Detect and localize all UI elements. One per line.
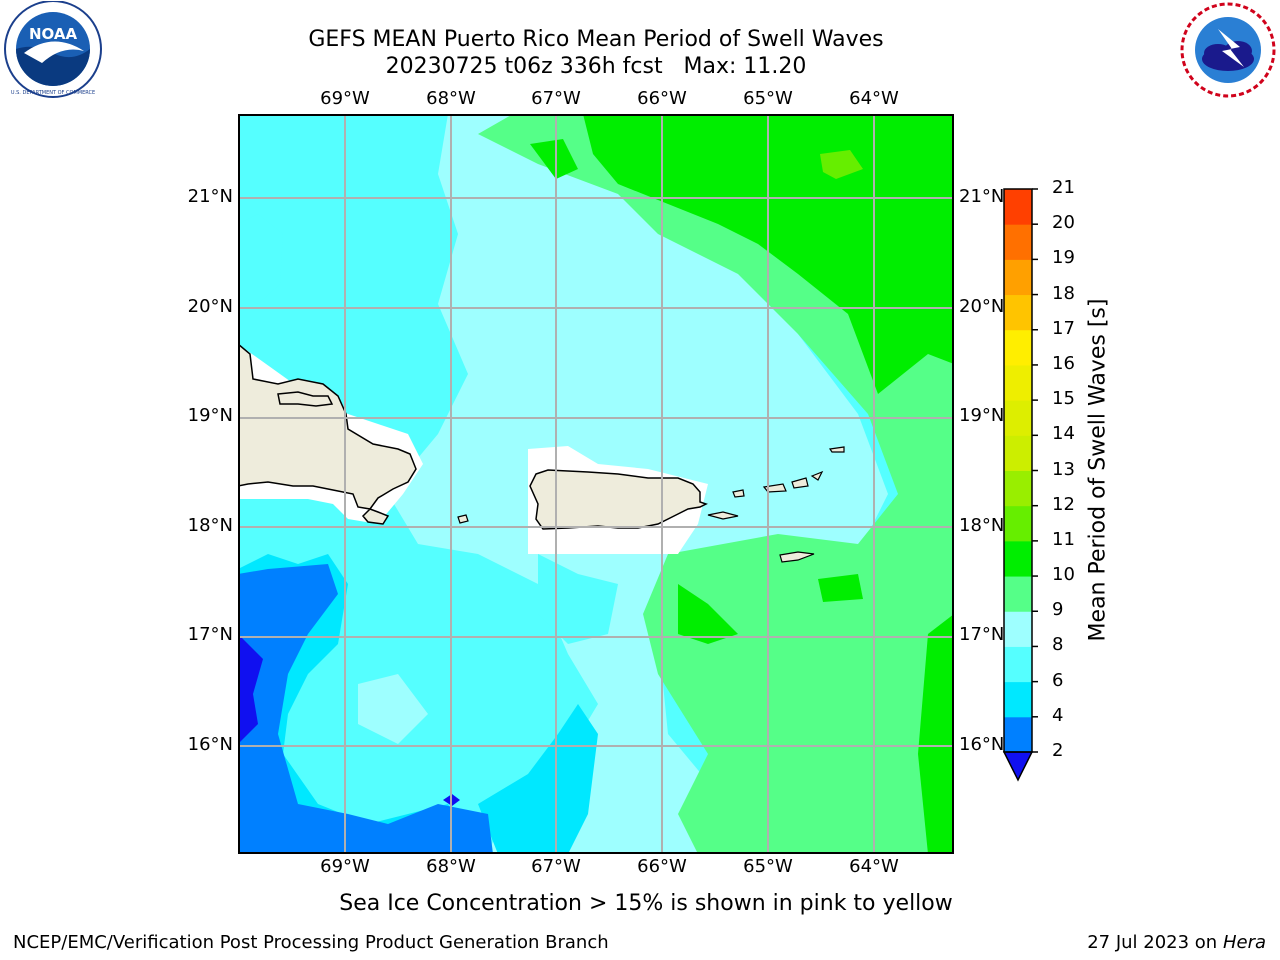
colorbar-tick-label: 9 — [1052, 599, 1064, 621]
colorbar-segment — [1004, 329, 1032, 366]
colorbar-segment — [1004, 400, 1032, 436]
lon-label-bottom-65w: 65°W — [743, 856, 793, 877]
colorbar-tick-label: 12 — [1052, 493, 1075, 515]
lat-label-right-21n: 21°N — [959, 186, 1005, 207]
colorbar-segment — [1004, 435, 1032, 471]
footer-branch: NCEP/EMC/Verification Post Processing Pr… — [13, 932, 609, 953]
lat-label-left-19n: 19°N — [187, 405, 233, 426]
contour-10-11-patch — [530, 139, 578, 179]
virgin-islands-3 — [810, 470, 824, 481]
lat-label-left-16n: 16°N — [187, 734, 233, 755]
colorbar-tick-label: 4 — [1052, 704, 1064, 726]
contour-4-6-nw — [238, 214, 283, 304]
colorbar-tick-label: 19 — [1052, 247, 1075, 269]
contour-10-11-se — [818, 574, 863, 602]
colorbar-tick-label: 6 — [1052, 669, 1064, 691]
lat-label-left-17n: 17°N — [187, 624, 233, 645]
lon-label-bottom-69w: 69°W — [320, 856, 370, 877]
noaa-logo-text: NOAA — [29, 25, 78, 43]
colorbar-segment — [1004, 505, 1032, 542]
map-title: GEFS MEAN Puerto Rico Mean Period of Swe… — [308, 27, 884, 52]
colorbar-tick-label: 8 — [1052, 634, 1064, 656]
colorbar-segment — [1004, 189, 1032, 225]
lon-label-top-66w: 66°W — [637, 88, 687, 109]
colorbar-tick-label: 18 — [1052, 282, 1075, 304]
noaa-logo-icon: NOAA U.S. DEPARTMENT OF COMMERCE — [2, 0, 104, 99]
lat-label-right-16n: 16°N — [959, 734, 1005, 755]
colorbar-segment — [1004, 259, 1032, 296]
colorbar-tick-label: 15 — [1052, 388, 1075, 410]
culebra-island — [732, 489, 745, 498]
lon-label-top-69w: 69°W — [320, 88, 370, 109]
svg-text:U.S. DEPARTMENT OF COMMERCE: U.S. DEPARTMENT OF COMMERCE — [11, 90, 95, 96]
virgin-islands-1 — [762, 483, 787, 493]
lat-label-right-20n: 20°N — [959, 296, 1005, 317]
lat-label-right-19n: 19°N — [959, 405, 1005, 426]
contour-11-12-patch — [820, 150, 863, 179]
lon-label-top-67w: 67°W — [531, 88, 581, 109]
map-subtitle: 20230725 t06z 336h fcst Max: 11.20 — [385, 54, 807, 79]
lon-label-top-68w: 68°W — [426, 88, 476, 109]
colorbar-segment — [1004, 611, 1032, 647]
contour-under-2 — [238, 634, 263, 744]
vieques-island — [707, 511, 739, 520]
colorbar-segment — [1004, 540, 1032, 577]
colorbar-under-triangle — [1002, 751, 1034, 782]
contour-4-6-south — [478, 704, 598, 854]
colorbar-tick-label: 11 — [1052, 528, 1075, 550]
lat-label-left-18n: 18°N — [187, 515, 233, 536]
colorbar-segment — [1004, 470, 1032, 507]
map-frame — [238, 114, 954, 854]
footer-date-text: 27 Jul 2023 on — [1087, 932, 1218, 953]
colorbar-segment — [1004, 576, 1032, 612]
lon-label-bottom-64w: 64°W — [849, 856, 899, 877]
nws-logo-icon — [1178, 1, 1278, 99]
colorbar-segment — [1004, 681, 1032, 718]
virgin-islands-2 — [791, 477, 809, 489]
footer-machine: Hera — [1222, 932, 1266, 953]
swell-period-map — [238, 114, 954, 854]
virgin-islands-4 — [828, 446, 845, 453]
lon-label-bottom-66w: 66°W — [637, 856, 687, 877]
colorbar-tick-label: 16 — [1052, 352, 1075, 374]
colorbar-tick-label: 13 — [1052, 458, 1075, 480]
colorbar-tick-label: 14 — [1052, 423, 1075, 445]
colorbar-segment — [1004, 646, 1032, 683]
hispaniola-north-coast-detail — [277, 391, 334, 407]
lat-label-left-21n: 21°N — [187, 186, 233, 207]
mona-island — [457, 514, 469, 524]
lat-label-left-20n: 20°N — [187, 296, 233, 317]
lon-label-top-65w: 65°W — [743, 88, 793, 109]
contour-8-9-sw — [358, 674, 428, 744]
colorbar-segment — [1004, 364, 1032, 401]
contour-4-6-north — [538, 554, 618, 644]
lon-label-bottom-68w: 68°W — [426, 856, 476, 877]
colorbar-tick-label: 17 — [1052, 317, 1075, 339]
contour-10-11-east — [918, 614, 954, 854]
colorbar-segment — [1004, 294, 1032, 331]
st-croix-island — [779, 551, 815, 563]
footer-date: 27 Jul 2023 on Hera — [1087, 932, 1266, 953]
colorbar-tick-label: 20 — [1052, 212, 1075, 234]
hispaniola-land — [238, 343, 417, 525]
contour-10-11-ne — [583, 114, 954, 394]
lon-label-bottom-67w: 67°W — [531, 856, 581, 877]
colorbar-tick-label: 10 — [1052, 564, 1075, 586]
colorbar-segment — [1004, 716, 1032, 753]
colorbar-tick-label: 21 — [1052, 177, 1075, 198]
lat-label-right-18n: 18°N — [959, 515, 1005, 536]
lon-label-top-64w: 64°W — [849, 88, 899, 109]
sea-ice-note: Sea Ice Concentration > 15% is shown in … — [339, 891, 953, 916]
colorbar-tick-label: 2 — [1052, 740, 1064, 761]
colorbar-segment — [1004, 224, 1032, 260]
lat-label-right-17n: 17°N — [959, 624, 1005, 645]
contour-10-11-south — [678, 584, 738, 644]
colorbar-label: Mean Period of Swell Waves [s] — [1085, 298, 1111, 642]
map-gridlines — [238, 114, 954, 854]
colorbar — [1002, 188, 1038, 782]
